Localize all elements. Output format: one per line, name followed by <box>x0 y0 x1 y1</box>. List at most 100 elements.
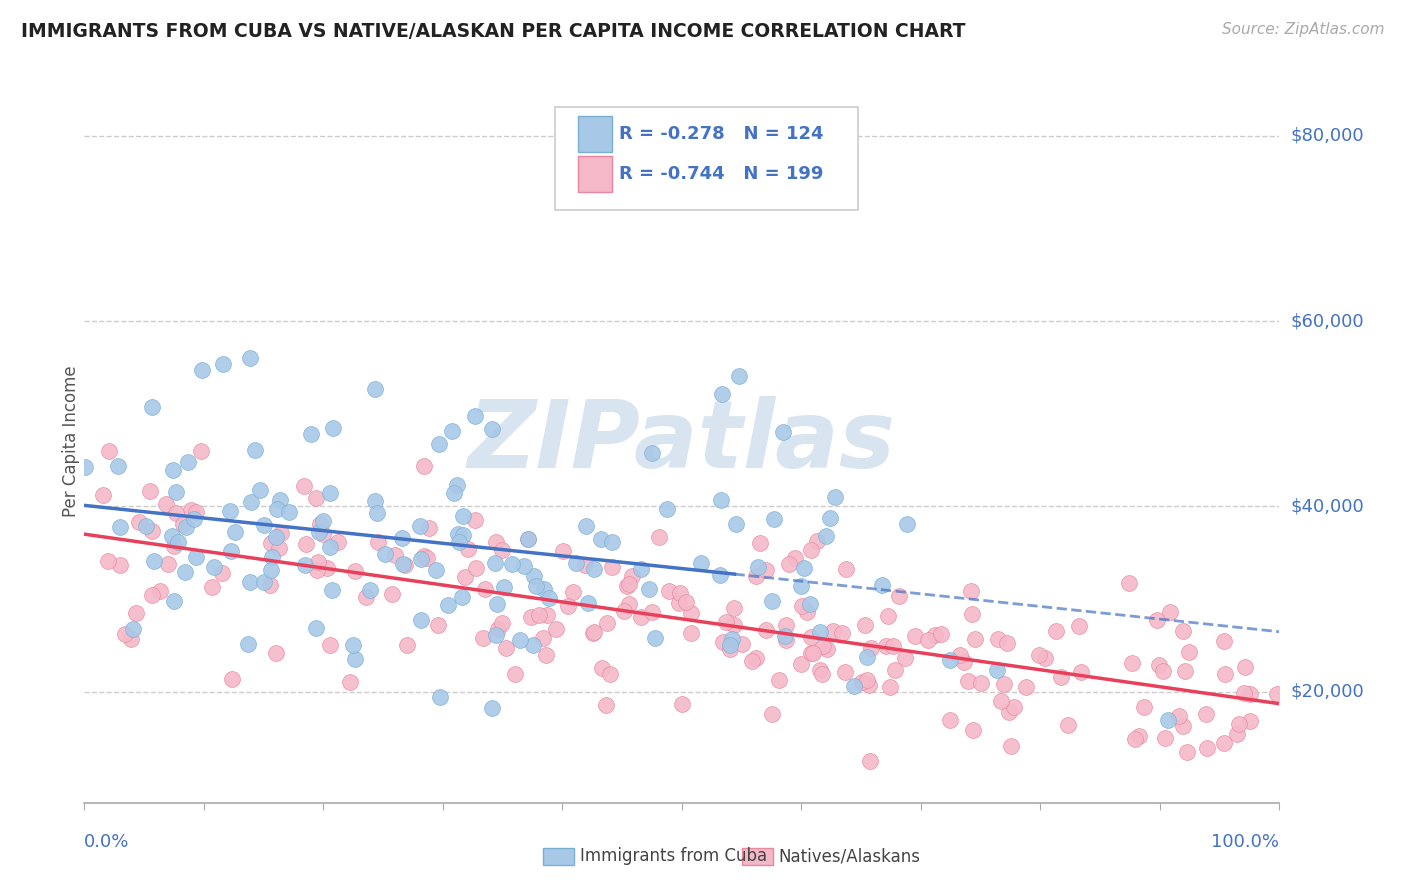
Point <box>307 555 329 569</box>
Point <box>162 463 184 477</box>
Point <box>755 563 778 577</box>
Point <box>811 666 834 681</box>
Point <box>842 679 865 693</box>
Point <box>761 593 783 607</box>
Point <box>172 516 194 531</box>
Point <box>531 632 554 646</box>
Point <box>599 667 621 681</box>
Point <box>427 436 450 450</box>
Point <box>523 569 546 583</box>
Point <box>1069 619 1091 633</box>
Point <box>755 623 778 637</box>
Point <box>492 580 515 594</box>
Point <box>1195 707 1218 722</box>
Point <box>938 713 960 727</box>
Point <box>574 558 596 573</box>
Point <box>887 589 910 603</box>
Point <box>630 609 652 624</box>
Point <box>141 524 163 538</box>
Text: Immigrants from Cuba: Immigrants from Cuba <box>581 847 768 865</box>
Point <box>939 653 962 667</box>
Point <box>429 690 451 704</box>
Point <box>772 425 794 439</box>
Point <box>163 539 186 553</box>
Point <box>870 578 893 592</box>
Point <box>517 533 540 547</box>
Point <box>270 526 292 541</box>
Point <box>1118 575 1140 590</box>
Point <box>122 622 145 636</box>
Point <box>308 525 330 540</box>
Point <box>960 584 983 599</box>
Point <box>793 561 815 575</box>
Point <box>183 512 205 526</box>
Point <box>141 400 163 414</box>
Point <box>815 641 838 656</box>
Point <box>575 519 598 533</box>
Point <box>412 459 434 474</box>
Point <box>613 604 636 618</box>
Point <box>748 536 770 550</box>
Point <box>879 680 901 694</box>
Point <box>128 516 150 530</box>
Point <box>294 537 316 551</box>
Point <box>453 508 475 523</box>
Point <box>239 575 262 590</box>
Point <box>681 626 703 640</box>
Text: $60,000: $60,000 <box>1291 312 1364 330</box>
Point <box>359 583 381 598</box>
Point <box>454 570 477 584</box>
Text: 100.0%: 100.0% <box>1212 833 1279 851</box>
Point <box>1178 645 1201 659</box>
Point <box>1153 664 1175 678</box>
Point <box>718 642 741 657</box>
Point <box>710 492 733 507</box>
Point <box>165 484 187 499</box>
Point <box>426 618 449 632</box>
Point <box>856 673 879 687</box>
Point <box>711 635 734 649</box>
Point <box>392 558 415 572</box>
Point <box>655 501 678 516</box>
Point <box>718 638 741 652</box>
Point <box>491 615 513 630</box>
Point <box>641 446 664 460</box>
Point <box>409 552 432 566</box>
Point <box>219 544 242 558</box>
Point <box>762 512 785 526</box>
Point <box>259 563 281 577</box>
Point <box>167 534 190 549</box>
Point <box>97 554 120 568</box>
Point <box>986 664 1008 678</box>
Point <box>522 638 544 652</box>
Point <box>464 409 486 424</box>
Point <box>638 582 661 597</box>
Point <box>799 597 821 611</box>
Point <box>617 576 640 591</box>
Point <box>1265 687 1288 701</box>
Point <box>648 531 671 545</box>
Point <box>1132 699 1154 714</box>
Point <box>1033 651 1056 665</box>
Point <box>481 701 503 715</box>
Point <box>689 556 711 570</box>
Point <box>761 707 783 722</box>
Point <box>790 657 813 672</box>
Point <box>1146 613 1168 627</box>
Point <box>883 663 905 677</box>
Point <box>186 505 208 519</box>
Point <box>416 550 439 565</box>
Point <box>775 633 797 648</box>
Point <box>1213 667 1236 681</box>
Point <box>249 483 271 497</box>
Point <box>1233 686 1256 700</box>
Point <box>441 425 464 439</box>
Point <box>1000 739 1022 753</box>
Point <box>1226 727 1249 741</box>
Point <box>519 610 541 624</box>
Point <box>381 587 404 601</box>
Point <box>141 588 163 602</box>
Point <box>731 637 754 651</box>
Point <box>155 497 177 511</box>
Point <box>485 628 508 642</box>
